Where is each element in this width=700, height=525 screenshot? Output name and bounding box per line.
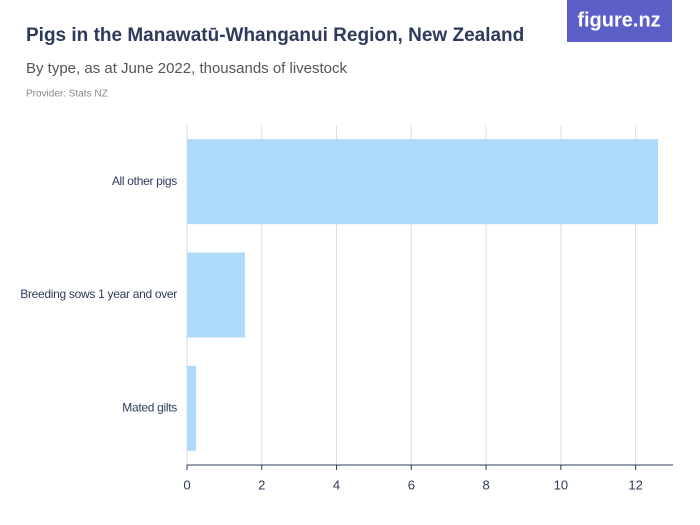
x-tick-label: 10 (554, 477, 568, 492)
x-tick-label: 12 (628, 477, 642, 492)
chart-title: Pigs in the Manawatū-Whanganui Region, N… (26, 25, 524, 46)
x-tick-label: 8 (482, 477, 489, 492)
y-tick-label: Breeding sows 1 year and over (20, 287, 177, 301)
logo: figure.nz (577, 9, 660, 31)
x-tick-label: 2 (258, 477, 265, 492)
x-tick-label: 6 (408, 477, 415, 492)
bar (187, 365, 196, 451)
logo-box (567, 0, 672, 42)
y-tick-label: All other pigs (112, 174, 177, 188)
bar (187, 139, 659, 225)
bar (187, 252, 245, 338)
x-tick-label: 0 (183, 477, 190, 492)
source: Provider: Stats NZ (26, 89, 108, 100)
x-tick-label: 4 (333, 477, 340, 492)
chart-subtitle: By type, as at June 2022, thousands of l… (26, 60, 348, 77)
y-tick-label: Mated gilts (122, 401, 177, 415)
